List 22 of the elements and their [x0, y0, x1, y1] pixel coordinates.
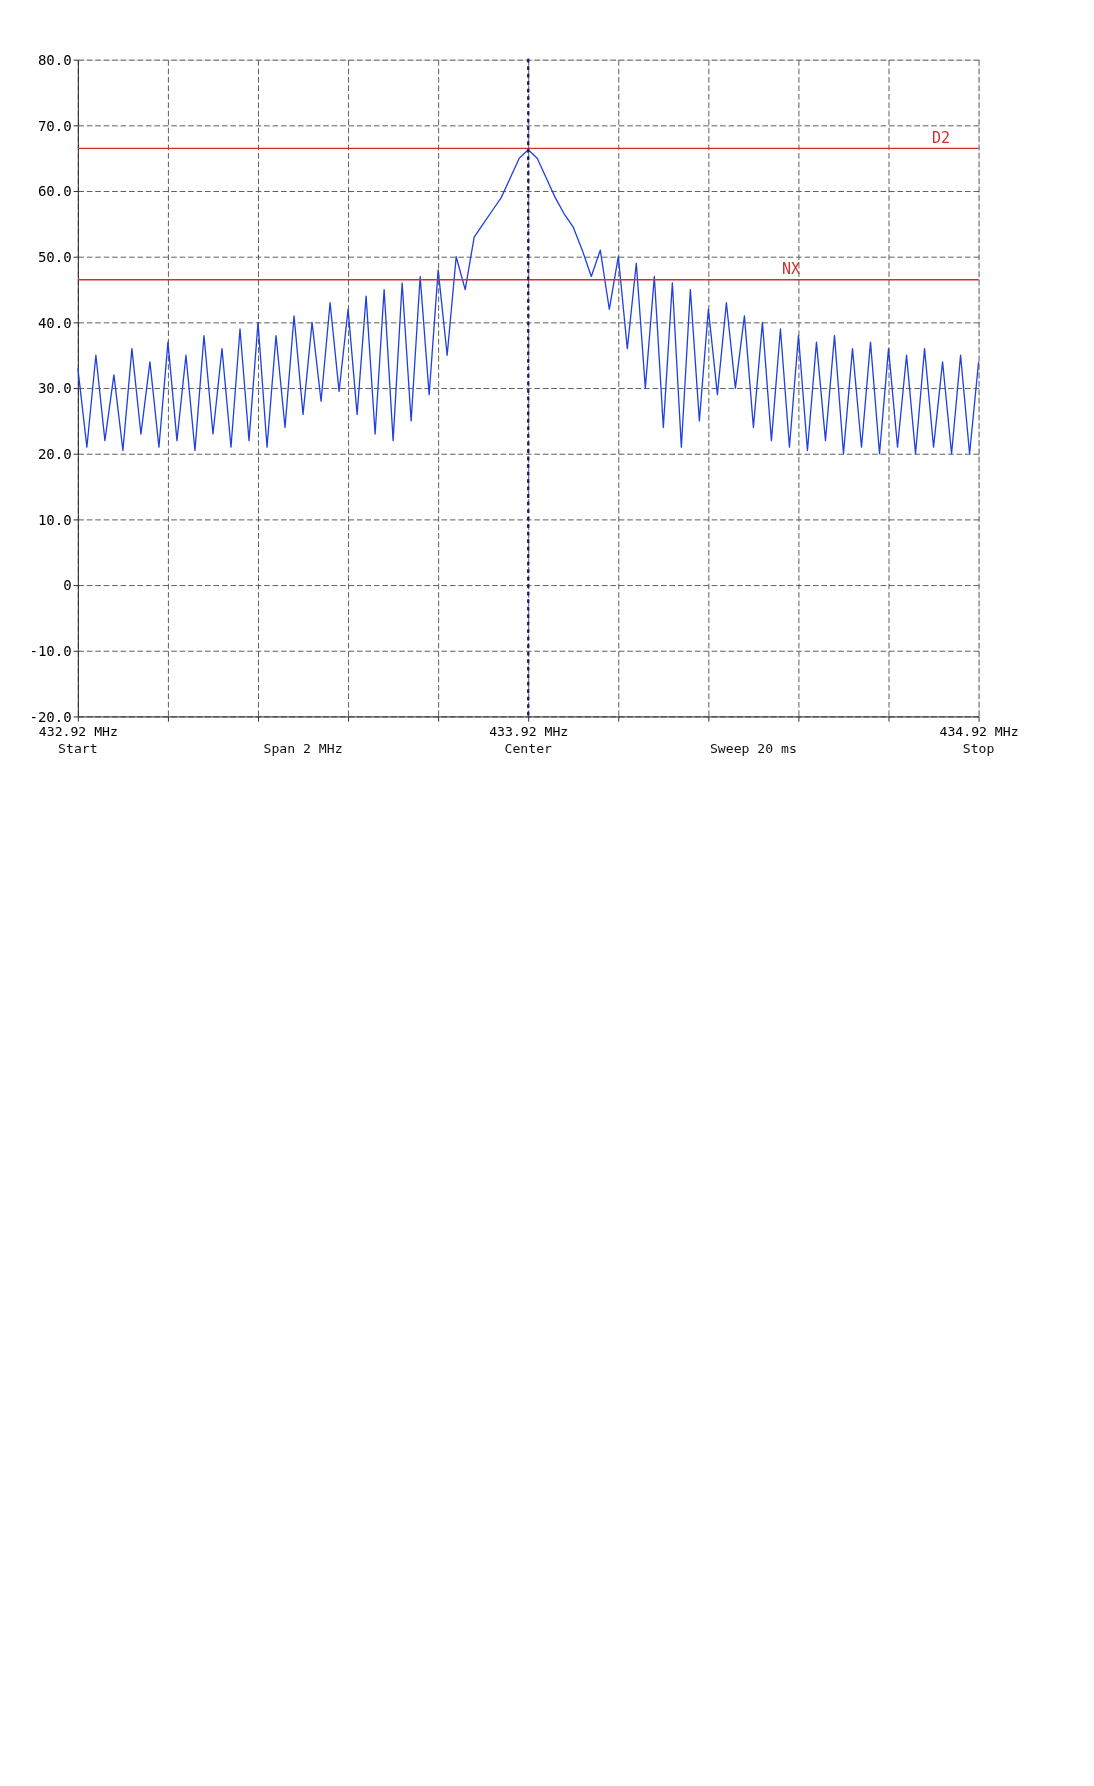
- text: Span 2 MHz: [263, 741, 343, 757]
- y-tick-label: 10.0: [37, 511, 72, 528]
- y-tick-label: -10.0: [29, 642, 72, 659]
- x-tick-label: 433.92 MHz: [489, 723, 569, 739]
- text: Sweep 20 ms: [709, 741, 797, 757]
- y-tick-label: 50.0: [37, 248, 72, 265]
- ref-line-label: D2: [932, 128, 951, 147]
- y-tick-label: 80.0: [37, 51, 72, 68]
- text: Center: [504, 741, 553, 757]
- y-tick-label: -20.0: [29, 708, 72, 725]
- x-tick-label: 434.92 MHz: [939, 723, 1019, 739]
- y-tick-label: 40.0: [37, 314, 72, 331]
- ref-line-label: NX: [781, 260, 800, 279]
- x-tick-label: 432.92 MHz: [38, 723, 118, 739]
- y-tick-label: 70.0: [37, 117, 72, 134]
- y-tick-label: 0: [63, 577, 72, 594]
- y-tick-label: 20.0: [37, 445, 72, 462]
- text: Start: [58, 741, 98, 757]
- line-series: [77, 149, 980, 455]
- text: Stop: [962, 741, 995, 757]
- y-tick-label: 30.0: [37, 380, 72, 397]
- y-tick-label: 60.0: [37, 183, 72, 200]
